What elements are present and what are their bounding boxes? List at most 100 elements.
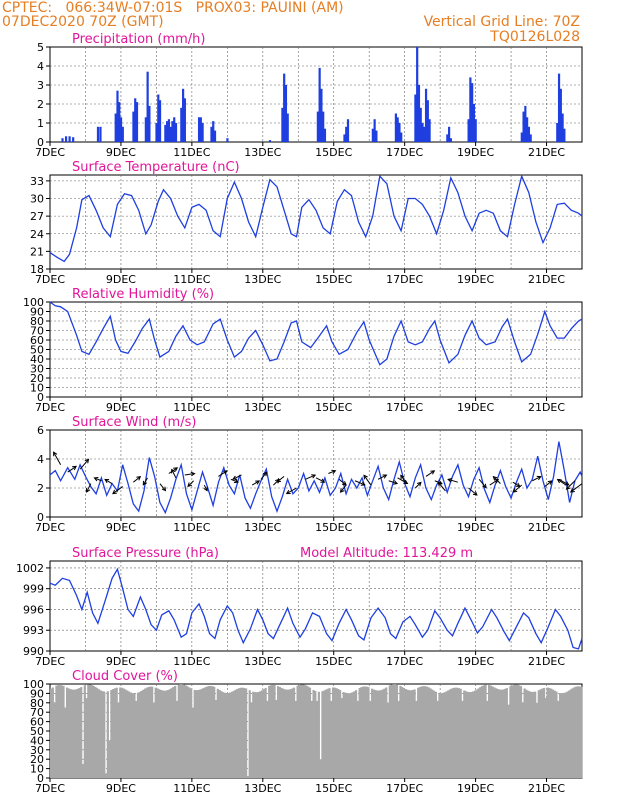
cloud-bar (553, 690, 556, 778)
precip-bar (524, 105, 527, 142)
cloud-bar (135, 700, 138, 778)
cloud-bar (566, 691, 569, 778)
cloud-bar (347, 693, 351, 778)
cloud-bar (97, 689, 101, 778)
y-tick-label: 70 (30, 706, 44, 719)
precip-bar (134, 98, 137, 142)
x-tick-label: 15DEC (315, 521, 352, 534)
cloud-bar (346, 693, 349, 778)
x-tick-label: 17DEC (386, 782, 423, 795)
precip-bar (284, 85, 288, 142)
wind-arrow (532, 475, 542, 482)
cloud-bar (207, 686, 210, 778)
cloud-bar (541, 688, 544, 778)
cloud-bar (521, 702, 524, 778)
wind-arrow (85, 483, 92, 493)
wind-arrow (338, 478, 347, 486)
precip-bar (396, 117, 399, 142)
precip-bar (182, 88, 185, 142)
precip-bar (449, 138, 452, 142)
wind-arrow (93, 477, 102, 482)
cloud-bar (411, 689, 414, 778)
cloud-bar (408, 690, 411, 778)
cloud-bar (147, 686, 150, 778)
panel-frame (49, 46, 583, 143)
cloud-bar (243, 687, 246, 778)
y-tick-label: 21 (30, 245, 44, 258)
cloud-bar (117, 702, 120, 778)
cloud-bar (57, 685, 60, 778)
cloud-bar (190, 688, 193, 778)
x-tick-label: 19DEC (457, 273, 494, 286)
wind-arrow (437, 481, 446, 492)
wind-arrow (354, 480, 366, 486)
precip-bar (286, 113, 289, 142)
cloud-bar (220, 691, 223, 778)
precip-bar (144, 117, 147, 142)
cloud-bar (261, 690, 264, 778)
x-tick-label: 11DEC (173, 146, 210, 159)
cloud-bar (406, 689, 409, 778)
cloud-bar (236, 688, 239, 778)
cloud-bar (280, 687, 283, 778)
cloud-bar (473, 690, 476, 778)
cloud-bar (296, 685, 299, 778)
cloud-bar (193, 689, 196, 778)
cloud-bar (365, 686, 368, 778)
cloud-bar (200, 688, 203, 778)
x-tick-label: 9DEC (106, 146, 136, 159)
cloud-bar (381, 689, 384, 778)
wind-arrow (230, 478, 239, 484)
cloud-bar (555, 691, 558, 778)
cloud-bar (532, 691, 535, 778)
y-tick-label: 40 (30, 353, 44, 366)
cloud-bar (216, 688, 219, 778)
x-tick-label: 21DEC (528, 521, 565, 534)
cloud-bar (558, 692, 562, 778)
x-tick-label: 15DEC (315, 401, 352, 414)
cloud-bar (378, 690, 381, 778)
y-tick-label: 40 (30, 734, 44, 747)
cloud-bar (294, 700, 297, 778)
precip-bar (561, 113, 564, 142)
cloud-bar (259, 691, 262, 778)
y-tick-label: 10 (30, 763, 44, 776)
precip-bar (428, 119, 431, 142)
y-tick-label: 90 (30, 306, 44, 319)
cloud-bar (424, 686, 427, 778)
cloud-bar (181, 684, 184, 778)
cloud-bar (99, 690, 102, 778)
cloud-bar (402, 688, 406, 778)
precip-bar (474, 119, 477, 142)
cloud-bar (386, 702, 390, 778)
wind-arrow (544, 480, 553, 487)
cloud-bar (128, 691, 131, 778)
cloud-bar (237, 688, 241, 778)
precip-bar (164, 124, 167, 142)
cloud-bar (355, 690, 358, 778)
cloud-bar (509, 686, 512, 778)
cloud-bar (76, 688, 79, 778)
x-tick-label: 11DEC (173, 521, 210, 534)
x-tick-label: 13DEC (244, 273, 281, 286)
y-tick-label: 10 (30, 382, 44, 395)
cloud-bar (450, 688, 453, 778)
cloud-bar (528, 691, 531, 778)
cloud-bar (206, 686, 209, 778)
precip-bar (212, 121, 215, 142)
x-tick-label: 9DEC (106, 273, 136, 286)
cloud-bar (383, 688, 386, 778)
y-tick-label: 50 (30, 344, 44, 357)
cloud-bar (94, 686, 97, 778)
x-tick-label: 15DEC (315, 273, 352, 286)
cloud-bar (468, 692, 471, 778)
wind-arrow (142, 477, 148, 486)
cloud-bar (264, 687, 267, 778)
x-tick-label: 7DEC (35, 782, 65, 795)
cloud-bar (431, 689, 434, 778)
cloud-bar (356, 700, 359, 778)
precip-bar (426, 100, 429, 142)
x-tick-label: 19DEC (457, 655, 494, 668)
cloud-bar (303, 684, 306, 778)
